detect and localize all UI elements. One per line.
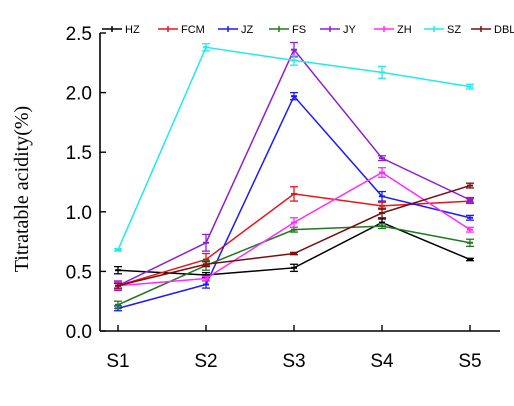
legend-label: DBL — [494, 24, 514, 36]
series-jy — [114, 41, 474, 292]
legend-item-jz: JZ — [218, 24, 254, 36]
y-tick-label: 0.5 — [66, 262, 92, 283]
legend-item-sz: SZ — [424, 24, 461, 36]
series-fs — [114, 223, 474, 310]
legend-item-fcm: FCM — [158, 24, 205, 36]
y-tick-label: 0.0 — [66, 322, 92, 343]
series-dbl — [114, 182, 474, 289]
legend-item-hz: HZ — [102, 24, 140, 36]
y-tick-label: 2.5 — [66, 24, 92, 45]
legend-item-jy: JY — [320, 24, 357, 36]
series-line — [117, 48, 471, 287]
x-tick-label: S2 — [194, 351, 217, 372]
legend-label: SZ — [447, 24, 461, 36]
y-axis-title: Titratable acidity(%) — [11, 106, 33, 272]
series-layer — [114, 41, 474, 312]
x-axis-ticks: S1 S2 S3 S4 S5 — [106, 325, 482, 372]
y-tick-label: 1.5 — [66, 143, 92, 164]
legend-label: ZH — [397, 24, 412, 36]
legend-item-dbl: DBL — [471, 24, 514, 36]
legend-item-zh: ZH — [374, 24, 412, 36]
legend-label: HZ — [125, 24, 140, 36]
x-tick-label: S4 — [370, 351, 394, 372]
legend-item-fs: FS — [269, 24, 306, 36]
x-tick-label: S1 — [106, 351, 129, 372]
legend-label: FS — [292, 24, 306, 36]
series-sz — [114, 43, 474, 252]
legend-label: JZ — [241, 24, 254, 36]
y-tick-label: 1.0 — [66, 203, 92, 224]
legend: HZ FCM JZ FS JY ZH SZ DBL — [102, 24, 514, 36]
legend-label: FCM — [181, 24, 205, 36]
y-axis-ticks: 0.0 0.5 1.0 1.5 2.0 2.5 — [66, 24, 106, 343]
legend-label: JY — [343, 24, 357, 36]
y-tick-label: 2.0 — [66, 84, 92, 105]
plot-area — [99, 33, 500, 332]
x-tick-label: S3 — [282, 351, 305, 372]
x-tick-label: S5 — [458, 351, 481, 372]
